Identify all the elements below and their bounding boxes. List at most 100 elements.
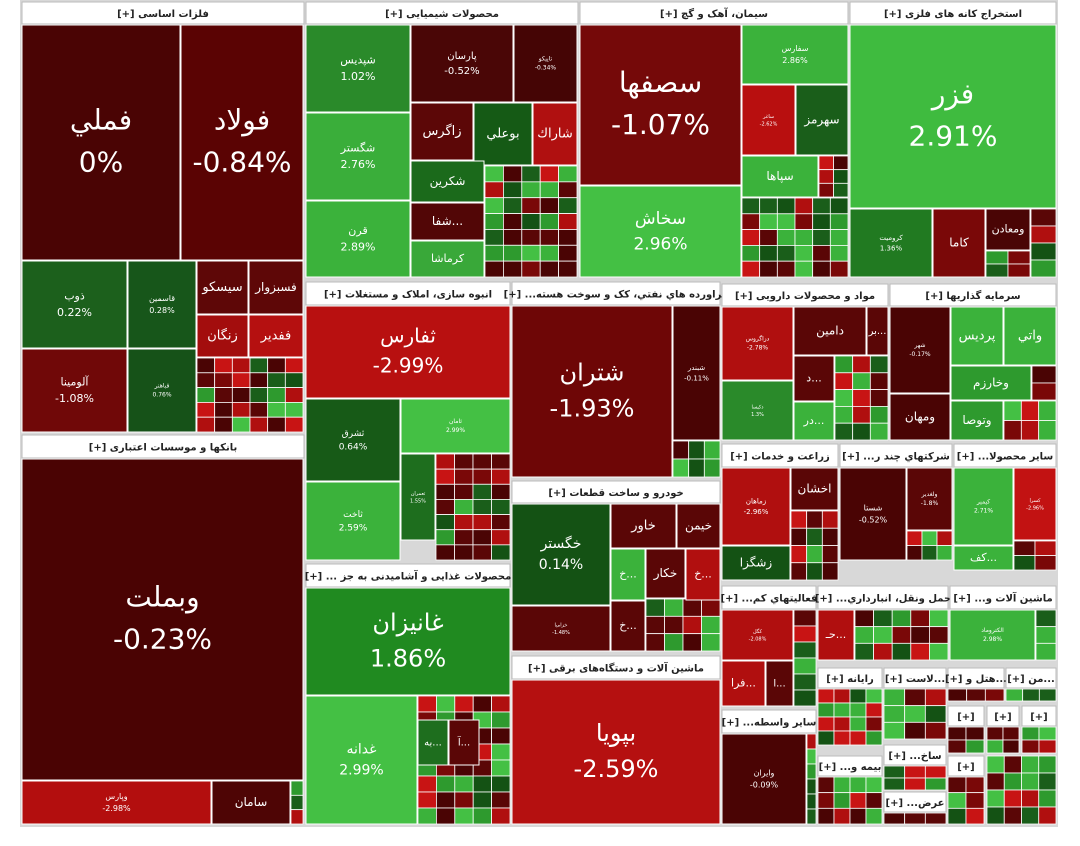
stock-tile[interactable]: [305, 695, 418, 825]
stock-tile[interactable]: [790, 467, 839, 511]
stock-tile[interactable]: [741, 24, 849, 85]
sector-title[interactable]: محصولات غذایی و آشامیدنی به جز ... [+]: [305, 570, 512, 583]
sector-header[interactable]: [817, 585, 949, 610]
stock-tile[interactable]: [1003, 306, 1057, 366]
sector-title[interactable]: مواد و محصولات دارویی [+]: [735, 291, 875, 302]
stock-tile[interactable]: [906, 467, 953, 531]
sector-header[interactable]: [883, 791, 947, 813]
stock-tile[interactable]: [950, 400, 1004, 441]
sector-header[interactable]: [21, 434, 305, 459]
sector-title[interactable]: ...هتل و [+]: [945, 674, 1007, 685]
sector-header[interactable]: [1005, 667, 1057, 689]
sector-header[interactable]: [986, 705, 1020, 727]
sector-title[interactable]: انبوه سازی، املاک و مستغلات [+]: [324, 290, 492, 301]
sector-header[interactable]: [947, 705, 985, 727]
sector-title[interactable]: خودرو و ساخت قطعات [+]: [548, 488, 683, 499]
sector-title[interactable]: سرمایه گذاریها [+]: [925, 289, 1020, 302]
stock-tile[interactable]: [721, 306, 794, 381]
sector-title[interactable]: فراورده هاي نفتي، کک و سوخت هسته... [+]: [504, 290, 729, 301]
stock-tile[interactable]: [410, 102, 474, 161]
stock-tile[interactable]: [21, 458, 304, 781]
stock-tile[interactable]: [866, 306, 889, 356]
stock-tile[interactable]: [305, 305, 511, 399]
stock-tile[interactable]: [196, 260, 249, 315]
stock-tile[interactable]: [676, 503, 721, 549]
stock-tile[interactable]: [448, 719, 480, 766]
stock-tile[interactable]: [21, 24, 181, 261]
sector-title[interactable]: شرکتهاي چند ر... [+]: [842, 452, 950, 463]
stock-tile[interactable]: [721, 733, 807, 825]
stock-tile[interactable]: [579, 185, 742, 278]
stock-tile[interactable]: [793, 306, 867, 356]
sector-header[interactable]: [953, 443, 1057, 468]
sector-header[interactable]: [511, 480, 721, 504]
stock-tile[interactable]: [305, 24, 411, 113]
sector-header[interactable]: [305, 281, 511, 306]
sector-title[interactable]: سایر محصولا... [+]: [957, 452, 1054, 463]
stock-tile[interactable]: [953, 467, 1014, 546]
sector-header[interactable]: [21, 1, 305, 25]
sector-header[interactable]: [817, 667, 883, 689]
stock-tile[interactable]: [410, 202, 485, 241]
sector-title[interactable]: ...لاست [+]: [885, 674, 945, 685]
stock-tile[interactable]: [721, 660, 766, 707]
sector-title[interactable]: حمل ونقل، انبارداري... [+]: [815, 594, 951, 605]
sector-header[interactable]: [889, 283, 1057, 307]
stock-tile[interactable]: [817, 609, 855, 661]
sector-header[interactable]: [947, 667, 1005, 689]
stock-tile[interactable]: [793, 401, 835, 441]
sector-header[interactable]: [579, 1, 849, 25]
sector-header[interactable]: [305, 1, 579, 25]
stock-tile[interactable]: [721, 380, 794, 441]
stock-tile[interactable]: [400, 453, 436, 541]
sector-header[interactable]: [949, 585, 1057, 610]
sector-title[interactable]: فلزات اساسی [+]: [117, 9, 209, 20]
stock-tile[interactable]: [511, 503, 611, 606]
sector-header[interactable]: [511, 281, 721, 306]
sector-header[interactable]: [721, 585, 817, 610]
sector-header[interactable]: [721, 443, 839, 468]
stock-tile[interactable]: [305, 481, 401, 561]
stock-tile[interactable]: [645, 548, 686, 599]
stock-tile[interactable]: [196, 314, 249, 358]
sector-header[interactable]: [849, 1, 1057, 25]
sector-title[interactable]: فعالیتهاي کم... [+]: [721, 594, 818, 605]
stock-tile[interactable]: [400, 398, 511, 454]
sector-header[interactable]: [947, 755, 985, 777]
stock-tile[interactable]: [21, 780, 212, 825]
stock-tile[interactable]: [741, 155, 819, 198]
stock-tile[interactable]: [610, 600, 646, 652]
stock-tile[interactable]: [849, 208, 933, 278]
sector-title[interactable]: بانکها و موسسات اعتباری [+]: [89, 443, 237, 454]
stock-tile[interactable]: [932, 208, 986, 278]
stock-tile[interactable]: [511, 305, 673, 478]
stock-tile[interactable]: [949, 609, 1036, 661]
stock-tile[interactable]: [721, 609, 794, 661]
sector-title[interactable]: ساخ... [+]: [888, 751, 941, 762]
stock-tile[interactable]: [127, 348, 197, 433]
stock-tile[interactable]: [793, 355, 835, 402]
sector-header[interactable]: [839, 443, 953, 468]
stock-tile[interactable]: [985, 208, 1031, 251]
sector-title[interactable]: محصولات شیمیایی [+]: [385, 9, 499, 20]
stock-tile[interactable]: [511, 679, 721, 825]
stock-tile[interactable]: [672, 305, 721, 441]
sector-title[interactable]: ماشین آلات و دستگاه‌های برقی [+]: [528, 662, 704, 675]
stock-tile[interactable]: [953, 545, 1014, 571]
stock-tile[interactable]: [950, 365, 1032, 401]
sector-header[interactable]: [721, 283, 889, 307]
stock-tile[interactable]: [1013, 467, 1057, 541]
sector-title[interactable]: ساير واسطه... [+]: [722, 718, 817, 729]
stock-tile[interactable]: [417, 719, 449, 766]
sector-title[interactable]: [+]: [994, 712, 1012, 723]
sector-title[interactable]: [+]: [957, 712, 975, 723]
stock-tile[interactable]: [610, 548, 646, 601]
stock-tile[interactable]: [950, 306, 1004, 366]
stock-tile[interactable]: [21, 348, 128, 433]
stock-tile[interactable]: [305, 200, 411, 278]
stock-tile[interactable]: [410, 240, 485, 278]
stock-tile[interactable]: [839, 467, 907, 561]
sector-header[interactable]: [883, 667, 947, 689]
stock-tile[interactable]: [305, 112, 411, 201]
stock-tile[interactable]: [211, 780, 291, 825]
